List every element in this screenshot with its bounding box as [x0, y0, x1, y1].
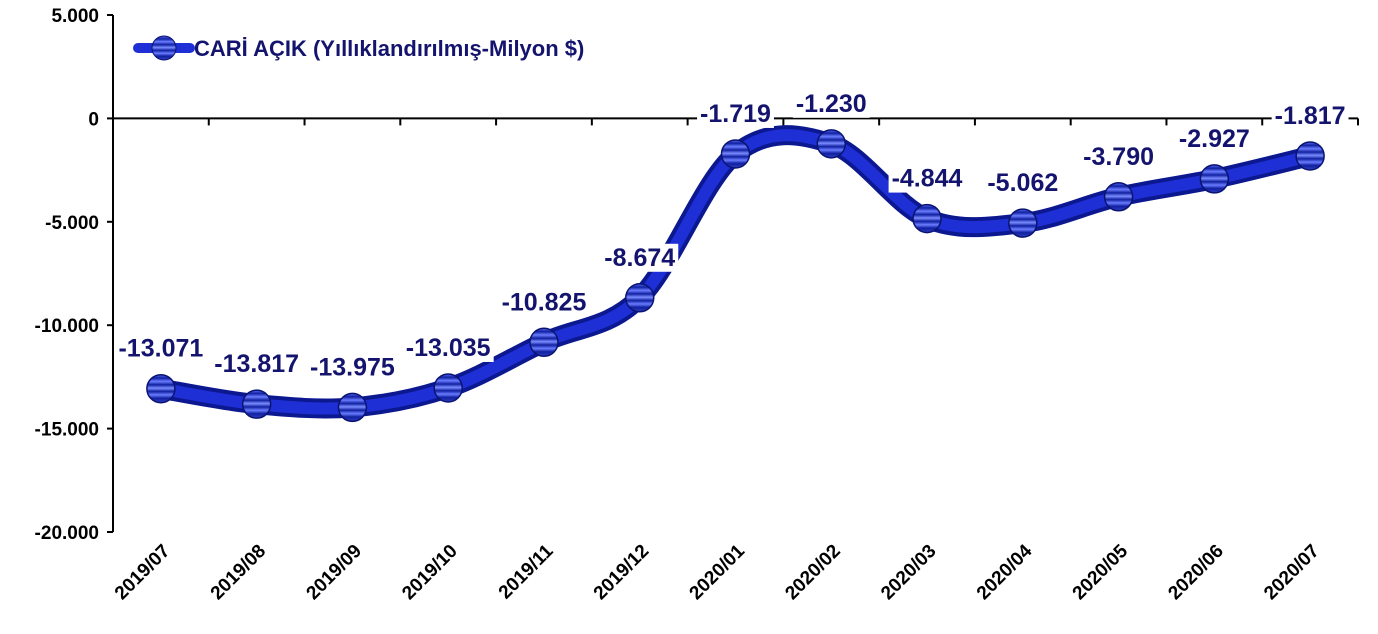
data-label-bg [307, 353, 398, 382]
y-tick-label: 5.000 [51, 6, 99, 27]
data-label: -1.817 [1275, 102, 1346, 130]
data-label: -3.790 [1083, 143, 1154, 171]
x-tick-label: 2019/09 [303, 541, 366, 604]
y-tick-label: -10.000 [35, 316, 99, 337]
data-label: -13.975 [310, 353, 395, 381]
data-label-bg [1175, 124, 1253, 153]
data-label-bg [792, 89, 870, 118]
x-tick-label: 2020/06 [1164, 541, 1227, 604]
x-tick-label: 2020/07 [1260, 541, 1323, 604]
x-tick-label: 2020/04 [973, 540, 1037, 604]
data-label: -13.035 [406, 334, 491, 362]
marker [146, 373, 176, 404]
marker [1103, 182, 1134, 212]
marker [529, 327, 559, 358]
marker [1199, 164, 1230, 194]
data-label-bg [601, 243, 679, 272]
x-tick-label: 2020/03 [877, 541, 940, 604]
data-label-bg [984, 169, 1062, 198]
data-label: -1.719 [700, 100, 771, 128]
data-label: -4.844 [892, 165, 963, 193]
data-label-bg [1271, 101, 1349, 130]
x-tick-label: 2019/07 [111, 541, 174, 604]
data-label: -1.230 [796, 90, 867, 118]
marker [720, 139, 751, 169]
x-tick-label: 2019/12 [590, 541, 653, 604]
y-tick-label: -5.000 [45, 213, 99, 234]
y-tick-label: 0 [88, 109, 99, 130]
legend-marker [151, 35, 177, 61]
marker [816, 129, 847, 159]
x-tick-label: 2020/05 [1069, 540, 1133, 604]
data-label: -5.062 [987, 169, 1058, 197]
y-tick-label: -20.000 [35, 523, 99, 544]
x-tick-label: 2019/11 [495, 540, 558, 603]
data-label-bg [211, 350, 303, 379]
x-tick-label: 2020/01 [686, 540, 750, 604]
x-tick-label: 2020/02 [781, 541, 844, 604]
data-label-bg [498, 288, 590, 317]
marker [337, 392, 368, 423]
data-label: -13.071 [118, 335, 203, 363]
data-label: -13.817 [214, 350, 299, 378]
y-tick-label: -15.000 [35, 420, 99, 441]
data-label-bg [888, 164, 966, 193]
data-label-bg [115, 334, 207, 363]
data-label-bg [1080, 142, 1158, 171]
marker [912, 203, 942, 234]
x-tick-label: 2019/08 [207, 541, 270, 604]
legend-label: CARİ AÇIK (Yıllıklandırılmış-Milyon $) [194, 36, 584, 61]
data-label: -2.927 [1179, 125, 1250, 153]
marker [433, 373, 463, 403]
marker [241, 389, 272, 419]
data-label-bg [402, 333, 494, 362]
data-label: -8.674 [604, 244, 675, 272]
data-label: -10.825 [502, 288, 587, 316]
data-label-bg [697, 99, 774, 128]
marker [1008, 208, 1038, 238]
marker [624, 283, 655, 313]
x-tick-label: 2019/10 [398, 541, 461, 604]
marker [1295, 141, 1325, 171]
